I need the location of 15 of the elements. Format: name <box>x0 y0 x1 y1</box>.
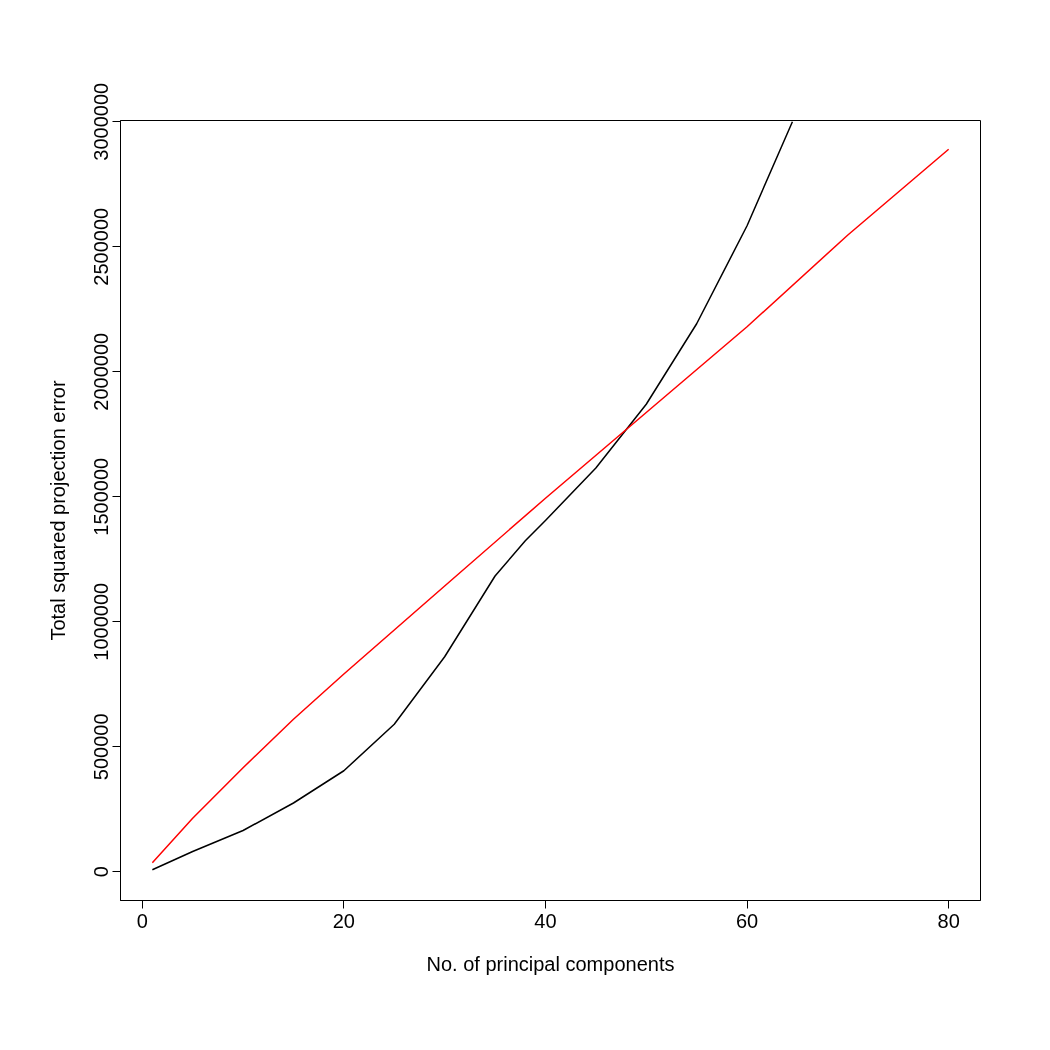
x-tick-label: 60 <box>735 909 759 932</box>
line-series <box>151 148 950 864</box>
y-tick-label: 1000000 <box>89 582 112 661</box>
y-tick-label: 2500000 <box>89 207 112 286</box>
x-tick-label: 0 <box>136 909 148 932</box>
y-tick-label: 1500000 <box>89 457 112 536</box>
y-tick-label: 500000 <box>89 713 112 781</box>
x-tick-label: 40 <box>534 909 557 932</box>
y-axis-title: Total squared projection error <box>46 380 69 641</box>
x-tick-label: 80 <box>937 909 960 932</box>
x-tick-label: 20 <box>332 909 355 932</box>
y-tick-label: 2000000 <box>89 332 112 411</box>
y-tick-label: 3000000 <box>89 82 112 161</box>
y-tick-label: 0 <box>89 866 112 878</box>
x-axis-title: No. of principal components <box>426 952 675 975</box>
